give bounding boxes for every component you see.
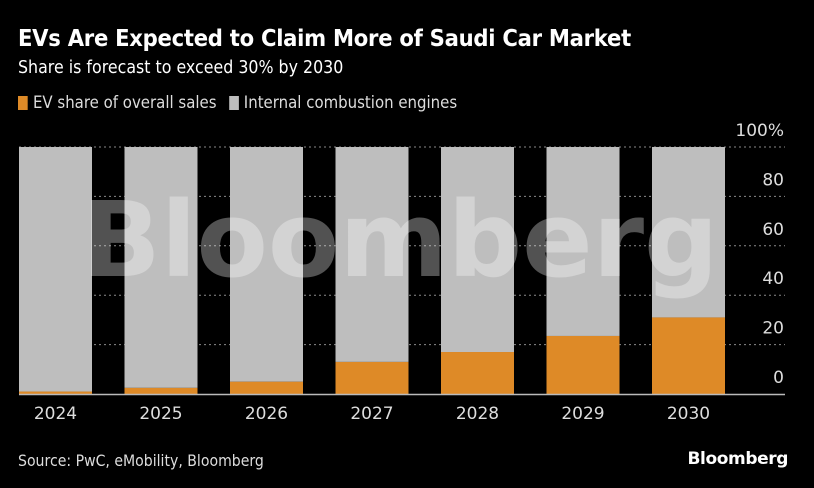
bar-ice-2030 bbox=[652, 147, 725, 318]
x-axis: 2024 2025 2026 2027 2028 2029 2030 bbox=[34, 404, 710, 424]
y-tick-label: 20 bbox=[762, 319, 784, 339]
bar-ice-2029 bbox=[546, 147, 620, 336]
legend-label-ev: EV share of overall sales bbox=[32, 93, 217, 113]
bar-ice-2025 bbox=[124, 147, 198, 388]
x-tick-label: 2030 bbox=[667, 404, 710, 424]
legend-label-ice: Internal combustion engines bbox=[243, 93, 458, 113]
x-tick-label: 2028 bbox=[456, 404, 499, 424]
x-tick-label: 2025 bbox=[139, 404, 182, 424]
bar-ev-2030 bbox=[652, 317, 725, 394]
bar-ev-2026 bbox=[230, 381, 303, 394]
y-tick-label: 100% bbox=[735, 121, 784, 141]
chart-subtitle: Share is forecast to exceed 30% by 2030 bbox=[18, 57, 344, 78]
bar-ev-2027 bbox=[335, 361, 409, 394]
x-tick-label: 2024 bbox=[34, 404, 77, 424]
bars bbox=[19, 147, 725, 394]
legend-swatch-ice bbox=[228, 96, 239, 110]
y-tick-label: 80 bbox=[762, 170, 784, 190]
legend-item-ev: EV share of overall sales bbox=[18, 93, 217, 113]
x-tick-label: 2029 bbox=[561, 404, 604, 424]
bar-ice-2027 bbox=[335, 147, 409, 362]
bloomberg-logo: Bloomberg bbox=[687, 449, 788, 469]
bar-ev-2024 bbox=[19, 391, 92, 394]
bar-ev-2028 bbox=[441, 352, 514, 394]
y-tick-label: 40 bbox=[762, 269, 784, 289]
bar-ev-2029 bbox=[546, 335, 620, 394]
y-tick-label: 0 bbox=[773, 368, 784, 388]
watermark: Bloomberg bbox=[82, 179, 719, 301]
y-tick-label: 60 bbox=[762, 220, 784, 240]
bar-ice-2028 bbox=[441, 147, 514, 353]
x-tick-label: 2026 bbox=[245, 404, 288, 424]
bar-ev-2025 bbox=[124, 387, 198, 394]
bar-ice-2024 bbox=[19, 147, 92, 392]
chart-title: EVs Are Expected to Claim More of Saudi … bbox=[18, 26, 631, 52]
legend: EV share of overall sales Internal combu… bbox=[18, 93, 469, 113]
y-axis: 0 20 40 60 80 100% bbox=[735, 121, 784, 388]
legend-swatch-ev bbox=[18, 96, 28, 110]
x-tick-label: 2027 bbox=[350, 404, 393, 424]
bar-ice-2026 bbox=[230, 147, 303, 382]
source-note: Source: PwC, eMobility, Bloomberg bbox=[18, 451, 264, 470]
legend-item-ice: Internal combustion engines bbox=[228, 93, 458, 113]
